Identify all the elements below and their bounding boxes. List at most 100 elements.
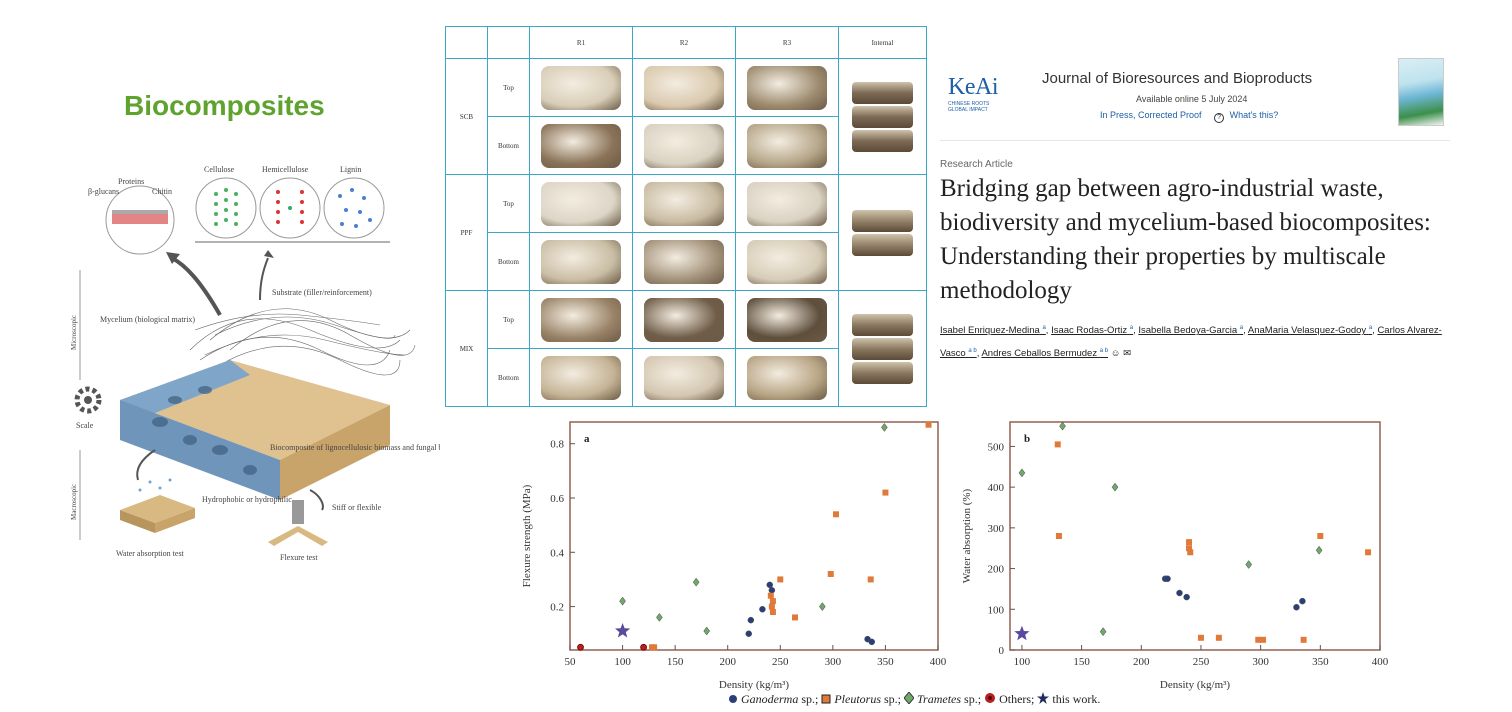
x-tick-label: 150 xyxy=(667,656,684,668)
x-tick-label: 350 xyxy=(877,656,894,668)
table-header-row: R1 R2 R3 Internal xyxy=(445,26,927,59)
sample-photo xyxy=(541,239,621,284)
arrow-water xyxy=(136,449,156,481)
label-scale: Scale xyxy=(76,421,94,430)
water-drops xyxy=(138,478,172,492)
series-group xyxy=(619,423,888,636)
y-tick-label: 0.2 xyxy=(550,602,564,614)
data-point xyxy=(1055,533,1062,539)
contact-icons[interactable]: ☺ ✉ xyxy=(1108,348,1132,360)
x-tick-label: 350 xyxy=(1312,656,1329,668)
author-affiliation: a xyxy=(1042,325,1046,331)
author-name[interactable]: Andres Ceballos Bermudez a b xyxy=(981,348,1108,359)
journal-cover-image[interactable] xyxy=(1398,58,1444,126)
sample-photo xyxy=(747,123,827,168)
legend-others-marker xyxy=(985,693,996,703)
series-group xyxy=(1161,575,1306,611)
author-name[interactable]: Isaac Rodas-Ortiz a xyxy=(1051,325,1133,336)
sample-photo xyxy=(747,65,827,110)
sample-cell xyxy=(529,116,633,175)
table-row: Bottom xyxy=(446,116,927,175)
internal-slice xyxy=(852,209,913,232)
block-side xyxy=(280,405,390,500)
keai-logo: KeAi CHINESE ROOTS GLOBAL IMPACT xyxy=(948,74,1010,113)
data-point xyxy=(833,511,840,518)
section-title: Biocomposites xyxy=(124,90,325,121)
header-r2: R2 xyxy=(632,26,736,59)
group-label: PPF xyxy=(445,174,488,291)
author-name[interactable]: AnaMaria Velasquez-Godoy a xyxy=(1248,325,1372,336)
data-point xyxy=(747,616,755,624)
journal-name[interactable]: Journal of Bioresources and Bioproducts xyxy=(1042,70,1313,87)
sample-photo xyxy=(747,239,827,284)
data-point xyxy=(703,626,710,636)
x-tick-label: 250 xyxy=(772,656,789,668)
arrow-head-membrane xyxy=(166,252,180,264)
data-point xyxy=(1111,482,1119,492)
internal-cell xyxy=(838,58,927,175)
face-label: Top xyxy=(487,58,530,117)
question-icon[interactable]: ? xyxy=(1214,113,1225,123)
data-point xyxy=(867,576,874,583)
table-row: Bottom xyxy=(446,348,927,407)
data-point xyxy=(882,489,889,496)
legend-sp-2: sp.; xyxy=(884,692,902,706)
whats-this-link[interactable]: What's this? xyxy=(1229,110,1279,120)
legend-this-work: this work. xyxy=(1052,692,1101,706)
panel-letter: a xyxy=(584,433,590,445)
arrow-to-membrane xyxy=(171,256,222,316)
label-mycelium: Mycelium (biological matrix) xyxy=(100,315,195,324)
data-point xyxy=(615,623,631,638)
author-name[interactable]: Isabella Bedoya-Garcia a xyxy=(1138,325,1243,336)
sample-photo xyxy=(541,181,621,226)
author-affiliation: a b xyxy=(968,348,977,355)
label-hydrophobic: Hydrophobic or hydrophilic xyxy=(202,495,292,504)
sample-cell xyxy=(529,232,633,291)
author-affiliation: a xyxy=(1239,325,1244,331)
author-name-text: Isabel Enriquez-Medina xyxy=(940,325,1040,337)
x-tick-label: 250 xyxy=(1193,656,1210,668)
label-stiff: Stiff or flexible xyxy=(332,503,382,512)
label-chitin: Chitin xyxy=(152,187,172,196)
plot-frame xyxy=(1009,421,1381,651)
data-point xyxy=(1186,545,1193,552)
data-point xyxy=(792,614,799,621)
status-link[interactable]: In Press, Corrected Proof xyxy=(1100,110,1202,120)
author-list: Isabel Enriquez-Medina a, Isaac Rodas-Or… xyxy=(940,325,1442,360)
data-point xyxy=(656,613,663,622)
internal-slice xyxy=(852,105,913,128)
sample-photo xyxy=(747,181,827,226)
data-point xyxy=(1183,593,1190,601)
author-name[interactable]: Isabel Enriquez-Medina a xyxy=(940,325,1046,336)
header-r1: R1 xyxy=(529,26,633,59)
x-tick-label: 200 xyxy=(719,656,736,668)
series-group xyxy=(1014,625,1030,641)
sample-table-body: SCB Top Bottom PPF Top Bottom MIX Top Bottom xyxy=(445,58,927,407)
article-title: Bridging gap between agro-industrial was… xyxy=(940,175,1431,304)
water-block-side xyxy=(155,508,195,533)
x-axis-label: Density (kg/m³) xyxy=(1160,679,1231,691)
data-point xyxy=(1054,441,1061,448)
sample-cell xyxy=(632,290,736,349)
data-point xyxy=(768,603,775,610)
face-label: Top xyxy=(487,174,530,233)
author-affiliation: a xyxy=(1368,325,1373,331)
data-point xyxy=(619,596,626,606)
chart-flexure-strength: a 50 100 150 200 250 300 350 400 0.2 0.4 0.6 0.8 Dens… xyxy=(520,420,950,691)
internal-cell xyxy=(838,290,927,407)
data-point xyxy=(777,576,784,583)
mycelium-fibers xyxy=(189,308,416,376)
y-tick-label: 400 xyxy=(988,482,1005,494)
label-microscopic: Microscopic xyxy=(70,315,78,350)
face-label: Bottom xyxy=(487,232,530,291)
sample-cell xyxy=(529,290,633,349)
sample-cell xyxy=(735,290,839,349)
legend-star-marker xyxy=(1037,692,1050,704)
data-point xyxy=(1197,634,1204,641)
x-tick-label: 300 xyxy=(1252,656,1269,668)
author-name[interactable]: Carlos Alvarez-Vasco a b xyxy=(940,325,1442,359)
keai-logo-sub-2: GLOBAL IMPACT xyxy=(948,107,988,113)
arrow-to-components xyxy=(259,257,269,301)
hemicellulose-dots xyxy=(276,190,304,224)
journal-header: KeAi CHINESE ROOTS GLOBAL IMPACT Journal… xyxy=(940,56,1450,141)
